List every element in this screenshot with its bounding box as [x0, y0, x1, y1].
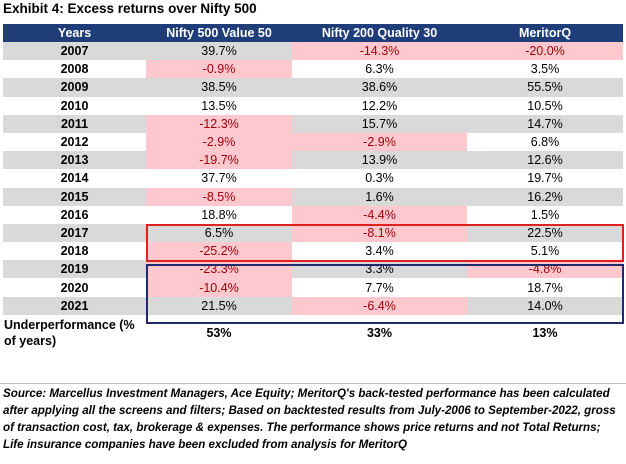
- exhibit-title: Exhibit 4: Excess returns over Nifty 500: [3, 1, 257, 16]
- col-header-years: Years: [3, 24, 146, 42]
- return-cell-meritorq: -4.8%: [467, 260, 623, 279]
- year-cell: 2012: [60, 135, 89, 150]
- table-row: 2013 -19.7% 13.9% 12.6%: [3, 151, 623, 170]
- return-cell-quality30: 0.3%: [365, 171, 394, 186]
- return-cell-quality30: -6.4%: [292, 296, 467, 315]
- return-cell-meritorq: 12.6%: [467, 151, 623, 170]
- year-cell: 2017: [3, 223, 146, 243]
- return-cell-meritorq: 14.7%: [467, 114, 623, 133]
- return-cell-value50: 13.5%: [201, 98, 237, 113]
- return-cell-meritorq: 1.5%: [530, 207, 560, 222]
- return-cell-value50: 38.5%: [146, 78, 292, 97]
- table-row: 2009 38.5% 38.6% 55.5%: [3, 78, 623, 97]
- summary-label: Underperformance (% of years): [3, 314, 146, 351]
- table-row: 2016 18.8% -4.4% 1.5%: [3, 205, 623, 224]
- source-note: Source: Marcellus Investment Managers, A…: [3, 387, 616, 451]
- return-cell-quality30: -8.1%: [292, 223, 467, 243]
- return-cell-value50: -19.7%: [146, 151, 292, 170]
- return-cell-meritorq: 14.0%: [467, 296, 623, 315]
- year-cell: 2013: [3, 151, 146, 170]
- return-cell-meritorq: 18.7%: [527, 280, 563, 295]
- year-cell: 2009: [3, 78, 146, 97]
- return-cell-meritorq: 3.5%: [530, 62, 560, 77]
- return-cell-value50: 21.5%: [146, 296, 292, 315]
- table-row: 2014 37.7% 0.3% 19.7%: [3, 169, 623, 187]
- summary-row: Underperformance (% of years) 53% 33% 13…: [3, 314, 623, 351]
- return-cell-quality30: 38.6%: [292, 78, 467, 97]
- table-row: 2010 13.5% 12.2% 10.5%: [3, 97, 623, 115]
- return-cell-quality30: 1.6%: [292, 187, 467, 206]
- year-cell: 2014: [60, 171, 89, 186]
- return-cell-meritorq: 10.5%: [527, 98, 563, 113]
- return-cell-meritorq: 6.8%: [530, 135, 560, 150]
- table-row: 2008 -0.9% 6.3% 3.5%: [3, 60, 623, 79]
- summary-value50: 53%: [146, 314, 292, 351]
- table-row: 2019 -23.3% 3.3% -4.8%: [3, 260, 623, 279]
- return-cell-meritorq: -20.0%: [467, 42, 623, 61]
- col-header-value50: Nifty 500 Value 50: [146, 24, 292, 42]
- col-header-quality30: Nifty 200 Quality 30: [292, 24, 467, 42]
- return-cell-quality30: 3.3%: [292, 260, 467, 279]
- table-row: 2018 -25.2% 3.4% 5.1%: [3, 242, 623, 261]
- header-row: Years Nifty 500 Value 50 Nifty 200 Quali…: [3, 24, 623, 42]
- col-header-meritorq: MeritorQ: [467, 24, 623, 42]
- return-cell-value50: -0.9%: [146, 60, 292, 79]
- year-cell: 2011: [3, 114, 146, 133]
- year-cell: 2018: [60, 244, 89, 259]
- return-cell-value50: -25.2%: [146, 242, 292, 261]
- return-cell-value50: 37.7%: [201, 171, 237, 186]
- return-cell-value50: 39.7%: [146, 42, 292, 61]
- table-row: 2015 -8.5% 1.6% 16.2%: [3, 187, 623, 206]
- return-cell-meritorq: 5.1%: [530, 244, 560, 259]
- divider: [0, 383, 626, 384]
- return-cell-quality30: 3.4%: [365, 244, 394, 259]
- return-cell-quality30: -14.3%: [292, 42, 467, 61]
- year-cell: 2016: [60, 207, 89, 222]
- return-cell-value50: 18.8%: [201, 207, 237, 222]
- return-cell-meritorq: 22.5%: [467, 223, 623, 243]
- table-row: 2017 6.5% -8.1% 22.5%: [3, 223, 623, 243]
- return-cell-quality30: 7.7%: [365, 280, 394, 295]
- return-cell-value50: 6.5%: [146, 223, 292, 243]
- table-row: 2020 -10.4% 7.7% 18.7%: [3, 278, 623, 297]
- table-row: 2011 -12.3% 15.7% 14.7%: [3, 114, 623, 133]
- year-cell: 2008: [60, 62, 89, 77]
- year-cell: 2020: [60, 280, 89, 295]
- table-row: 2021 21.5% -6.4% 14.0%: [3, 296, 623, 315]
- return-cell-quality30: 15.7%: [292, 114, 467, 133]
- return-cell-meritorq: 16.2%: [467, 187, 623, 206]
- return-cell-value50: -8.5%: [146, 187, 292, 206]
- return-cell-value50: -12.3%: [146, 114, 292, 133]
- year-cell: 2021: [3, 296, 146, 315]
- year-cell: 2015: [3, 187, 146, 206]
- return-cell-quality30: 13.9%: [292, 151, 467, 170]
- table-row: 2007 39.7% -14.3% -20.0%: [3, 42, 623, 61]
- return-cell-quality30: 6.3%: [365, 62, 394, 77]
- return-cell-meritorq: 19.7%: [527, 171, 563, 186]
- return-cell-value50: -10.4%: [146, 278, 292, 297]
- year-cell: 2007: [3, 42, 146, 61]
- summary-meritorq: 13%: [467, 314, 623, 351]
- table-row: 2012 -2.9% -2.9% 6.8%: [3, 132, 623, 152]
- year-cell: 2010: [60, 98, 89, 113]
- return-cell-meritorq: 55.5%: [467, 78, 623, 97]
- return-cell-quality30: -2.9%: [292, 132, 467, 152]
- table-body: 2007 39.7% -14.3% -20.0% 2008 -0.9% 6.3% 3.5% 20…: [3, 42, 623, 315]
- summary-quality30: 33%: [292, 314, 467, 351]
- return-cell-value50: -2.9%: [146, 132, 292, 152]
- excess-returns-table: Years Nifty 500 Value 50 Nifty 200 Quali…: [3, 24, 623, 351]
- return-cell-quality30: -4.4%: [292, 205, 467, 224]
- return-cell-quality30: 12.2%: [361, 98, 398, 113]
- year-cell: 2019: [3, 260, 146, 279]
- return-cell-value50: -23.3%: [146, 260, 292, 279]
